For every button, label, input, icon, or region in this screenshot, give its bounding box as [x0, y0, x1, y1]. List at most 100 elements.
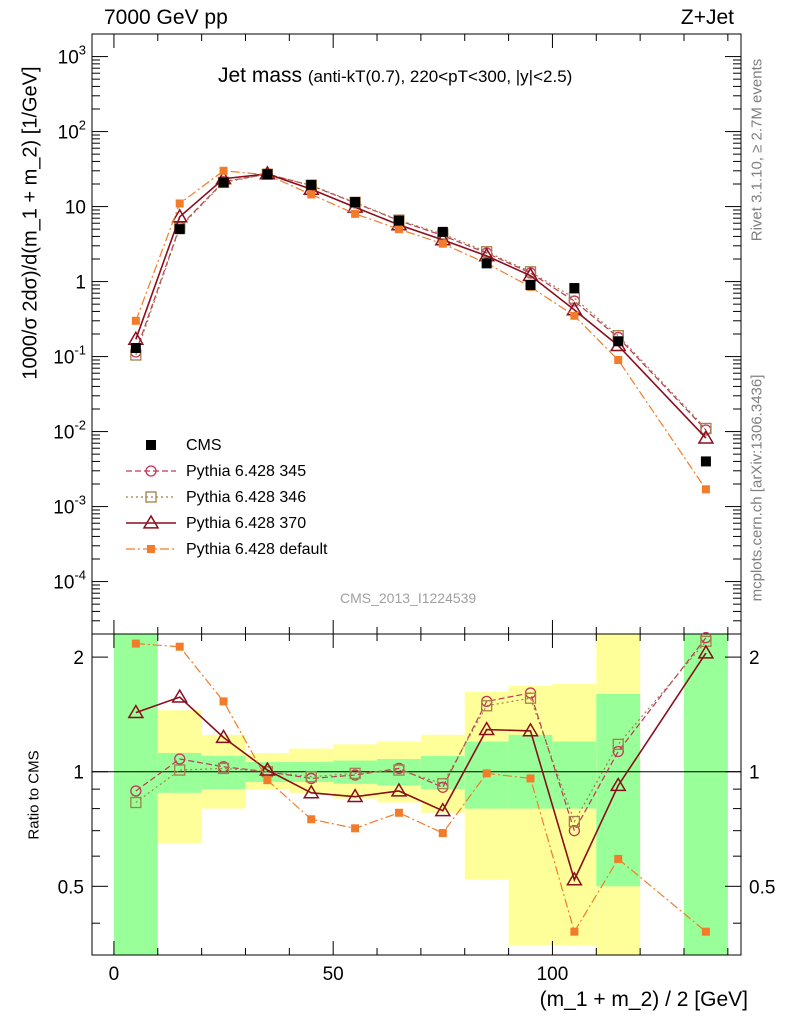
ratio-point-2: [174, 764, 186, 776]
ratio-band-green: [683, 634, 728, 955]
ratio-point-2: [130, 796, 142, 809]
data-point: [174, 224, 185, 235]
ratio-point-2: [393, 764, 405, 776]
y-tick-label: 10-1: [53, 343, 86, 369]
ratio-tick-label-left: 1: [73, 763, 84, 784]
ratio-point-4: [526, 774, 535, 783]
ratio-point-3: [215, 728, 232, 744]
series-point-4: [394, 225, 403, 234]
ratio-point-2: [305, 771, 317, 783]
ratio-y-axis-label: Ratio to CMS: [25, 750, 43, 840]
ratio-point-3: [302, 784, 320, 799]
ratio-point-3: [566, 871, 583, 886]
legend-label-2: Pythia 6.428 346: [186, 489, 307, 506]
mcplots-label: mcplots.cern.ch [arXiv:1306.3436]: [748, 374, 766, 602]
series-point-1: [568, 295, 581, 307]
ratio-point-4: [131, 639, 140, 648]
data-point: [525, 280, 536, 291]
legend-label-0: CMS: [186, 437, 222, 454]
x-tick-label: 50: [323, 964, 344, 985]
y-tick-label: 1: [75, 273, 86, 294]
y-tick-label: 102: [58, 118, 86, 144]
series-point-4: [131, 316, 140, 325]
energy-label: 7000 GeV pp: [104, 6, 228, 29]
ratio-line-1: [135, 637, 707, 833]
series-point-4: [351, 209, 360, 218]
data-point: [262, 169, 273, 180]
data-point: [481, 258, 492, 269]
series-point-3: [697, 429, 715, 444]
ratio-band-yellow: [552, 683, 597, 946]
ratio-point-4: [482, 769, 491, 778]
legend-marker-0: [146, 440, 156, 450]
ratio-line-2: [135, 640, 707, 823]
legend-marker-4: [147, 545, 155, 553]
y-tick-label: 10-4: [53, 568, 86, 594]
data-point: [218, 177, 229, 188]
ratio-point-3: [127, 704, 145, 719]
y-tick-label: 103: [58, 43, 86, 69]
ratio-point-3: [478, 721, 495, 736]
ratio-point-3: [609, 777, 627, 792]
series-point-4: [219, 166, 228, 175]
ratio-point-3: [259, 761, 276, 776]
ratio-tick-label-left: 2: [73, 648, 84, 669]
ratio-band-green: [157, 752, 202, 793]
title-sub: (anti-kT(0.7), 220<pT<300, |y|<2.5): [307, 67, 573, 86]
ratio-point-2: [437, 778, 449, 790]
ratio-point-3: [171, 688, 189, 703]
x-axis-label: (m_1 + m_2) / 2 [GeV]: [539, 988, 748, 1011]
ratio-point-1: [174, 753, 186, 765]
process-label: Z+Jet: [680, 6, 734, 29]
data-point: [350, 197, 361, 208]
ratio-point-4: [219, 697, 228, 706]
series-point-4: [438, 239, 447, 248]
ratio-point-4: [570, 927, 579, 936]
series-point-2: [700, 422, 712, 435]
data-point: [393, 215, 404, 226]
data-point: [306, 179, 317, 190]
ratio-point-2: [524, 692, 537, 704]
ratio-point-1: [568, 825, 581, 837]
ratio-point-2: [481, 700, 493, 712]
ratio-point-2: [612, 738, 624, 750]
ratio-point-4: [614, 854, 623, 863]
series-point-3: [171, 208, 189, 223]
ratio-point-4: [394, 808, 403, 817]
rivet-label: Rivet 3.1.10, ≥ 2.7M events: [748, 58, 766, 242]
ratio-tick-label-right: 2: [749, 648, 760, 669]
ratio-tick-label-right: 0.5: [749, 877, 775, 898]
x-tick-label: 0: [109, 964, 120, 985]
chart-title: Jet mass (anti-kT(0.7), 220<pT<300, |y|<…: [218, 64, 572, 88]
analysis-id-label: CMS_2013_I1224539: [340, 590, 477, 606]
ratio-tick-label-left: 0.5: [58, 877, 84, 898]
series-point-4: [307, 190, 316, 199]
ratio-band-green: [552, 741, 597, 809]
ratio-point-4: [438, 829, 447, 838]
ratio-point-3: [346, 788, 364, 803]
series-line-1: [135, 173, 707, 431]
ratio-point-3: [434, 802, 452, 817]
ratio-point-2: [349, 767, 361, 780]
ratio-point-4: [351, 824, 360, 833]
ratio-point-4: [263, 776, 272, 785]
ratio-point-3: [390, 782, 408, 797]
data-point: [437, 226, 448, 237]
ratio-point-1: [612, 745, 624, 758]
ratio-band-green: [113, 634, 158, 955]
data-point: [700, 456, 711, 467]
data-point: [613, 336, 624, 347]
y-tick-label: 10-3: [53, 493, 86, 519]
title-main: Jet mass: [218, 64, 303, 87]
series-point-4: [570, 311, 579, 320]
ratio-point-2: [568, 815, 581, 828]
ratio-band-green: [201, 755, 246, 790]
series-point-2: [524, 266, 537, 278]
y-tick-label: 10-2: [53, 418, 86, 444]
y-axis-label: 1000/σ 2dσ)/d(m_1 + m_2) [1/GeV]: [19, 66, 42, 380]
legend-marker-3: [142, 514, 160, 529]
legend-label-1: Pythia 6.428 345: [186, 463, 307, 480]
series-line-3: [135, 173, 707, 439]
legend-label-4: Pythia 6.428 default: [186, 541, 328, 558]
